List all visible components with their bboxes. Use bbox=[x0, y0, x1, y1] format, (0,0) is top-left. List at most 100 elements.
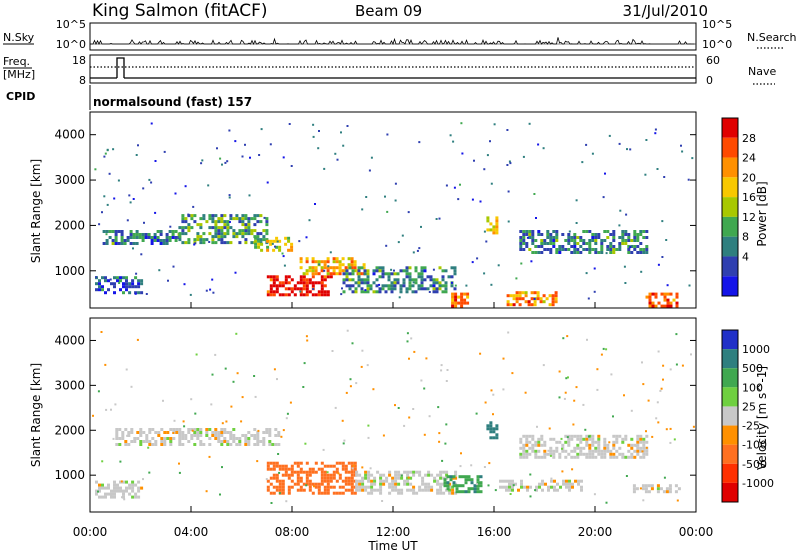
scatter-echo bbox=[587, 297, 590, 300]
scatter-echo bbox=[221, 466, 223, 469]
scatter-echo bbox=[666, 284, 669, 287]
scatter-echo bbox=[187, 213, 190, 216]
scatter-echo bbox=[228, 129, 231, 132]
scatter-echo bbox=[558, 396, 561, 399]
scatter-echo bbox=[572, 423, 575, 426]
scatter-echo bbox=[106, 148, 109, 151]
scatter-echo bbox=[507, 220, 510, 223]
scatter-echo bbox=[299, 290, 302, 293]
scatter-echo bbox=[200, 162, 203, 165]
scatter-echo bbox=[623, 265, 626, 268]
scatter-echo bbox=[382, 434, 385, 437]
scatter-echo bbox=[337, 472, 340, 475]
scatter-echo bbox=[100, 331, 103, 333]
scatter-echo bbox=[435, 218, 438, 220]
cpid-label: CPID bbox=[6, 90, 35, 103]
scatter-echo bbox=[174, 192, 177, 195]
scatter-echo bbox=[369, 467, 372, 470]
scatter-echo bbox=[312, 123, 315, 126]
scatter-echo bbox=[234, 140, 237, 143]
scatter-echo bbox=[449, 134, 452, 137]
freq-tick-top: 18 bbox=[72, 54, 86, 67]
scatter-echo bbox=[355, 382, 358, 385]
scatter-echo bbox=[378, 283, 381, 286]
scatter-echo bbox=[256, 460, 259, 463]
scatter-echo bbox=[575, 199, 578, 202]
scatter-echo bbox=[629, 148, 632, 151]
scatter-echo bbox=[277, 453, 280, 455]
scatter-echo bbox=[642, 499, 645, 502]
scatter-echo bbox=[386, 133, 389, 136]
scatter-echo bbox=[97, 390, 100, 393]
scatter-echo bbox=[381, 500, 384, 502]
nsearch-label: N.Search bbox=[747, 31, 797, 44]
scatter-echo bbox=[485, 240, 488, 243]
scatter-echo bbox=[158, 269, 161, 272]
scatter-echo bbox=[663, 476, 666, 479]
nsearch-tick-top: 10^5 bbox=[702, 18, 732, 31]
scatter-echo bbox=[226, 160, 229, 163]
colorbar-swatch bbox=[722, 463, 738, 483]
scatter-echo bbox=[618, 224, 621, 227]
velocity-ylabel: Slant Range [km] bbox=[29, 363, 43, 467]
scatter-echo bbox=[692, 425, 695, 428]
x-tick-label: 08:00 bbox=[275, 525, 310, 539]
scatter-echo bbox=[260, 128, 263, 131]
scatter-echo bbox=[566, 335, 569, 338]
scatter-echo bbox=[148, 178, 151, 181]
scatter-echo bbox=[282, 156, 285, 159]
echo-region bbox=[486, 421, 499, 440]
scatter-echo bbox=[123, 498, 126, 501]
scatter-echo bbox=[366, 364, 369, 367]
scatter-echo bbox=[588, 435, 590, 438]
scatter-echo bbox=[492, 393, 495, 396]
scatter-echo bbox=[440, 364, 443, 367]
colorbar-tick: 8 bbox=[742, 231, 749, 244]
scatter-echo bbox=[334, 406, 337, 409]
scatter-echo bbox=[618, 142, 621, 145]
scatter-echo bbox=[630, 409, 633, 412]
scatter-echo bbox=[662, 364, 665, 367]
scatter-echo bbox=[675, 333, 678, 336]
scatter-echo bbox=[406, 340, 409, 343]
cpid-value: normalsound (fast) 157 bbox=[93, 95, 252, 109]
scatter-echo bbox=[241, 155, 244, 158]
scatter-echo bbox=[183, 283, 186, 286]
scatter-echo bbox=[423, 387, 426, 390]
scatter-echo bbox=[192, 205, 195, 208]
scatter-echo bbox=[318, 130, 320, 132]
scatter-echo bbox=[602, 347, 605, 350]
scatter-echo bbox=[529, 495, 532, 498]
scatter-echo bbox=[351, 342, 354, 345]
scatter-echo bbox=[240, 420, 243, 423]
scatter-echo bbox=[184, 185, 187, 188]
scatter-echo bbox=[568, 230, 571, 233]
scatter-echo bbox=[285, 417, 288, 420]
scatter-echo bbox=[258, 154, 261, 156]
scatter-echo bbox=[428, 291, 431, 293]
colorbar-tick: 28 bbox=[742, 132, 756, 145]
scatter-echo bbox=[466, 476, 469, 479]
scatter-echo bbox=[567, 376, 569, 379]
scatter-echo bbox=[406, 332, 409, 335]
scatter-echo bbox=[669, 427, 672, 430]
scatter-echo bbox=[470, 464, 473, 467]
scatter-echo bbox=[190, 398, 193, 401]
x-tick-label: 00:00 bbox=[679, 525, 714, 539]
scatter-echo bbox=[681, 150, 684, 153]
scatter-echo bbox=[428, 415, 431, 418]
scatter-echo bbox=[451, 281, 453, 284]
echo-region bbox=[451, 292, 470, 308]
colorbar-tick: 20 bbox=[742, 171, 756, 184]
scatter-echo bbox=[526, 236, 529, 239]
scatter-echo bbox=[205, 490, 208, 493]
scatter-echo bbox=[612, 415, 614, 418]
scatter-echo bbox=[660, 387, 663, 390]
scatter-echo bbox=[502, 388, 505, 391]
scatter-echo bbox=[452, 140, 455, 143]
scatter-echo bbox=[304, 442, 307, 445]
scatter-echo bbox=[444, 442, 447, 445]
scatter-echo bbox=[283, 264, 286, 267]
scatter-echo bbox=[602, 196, 605, 199]
scatter-echo bbox=[483, 230, 486, 233]
